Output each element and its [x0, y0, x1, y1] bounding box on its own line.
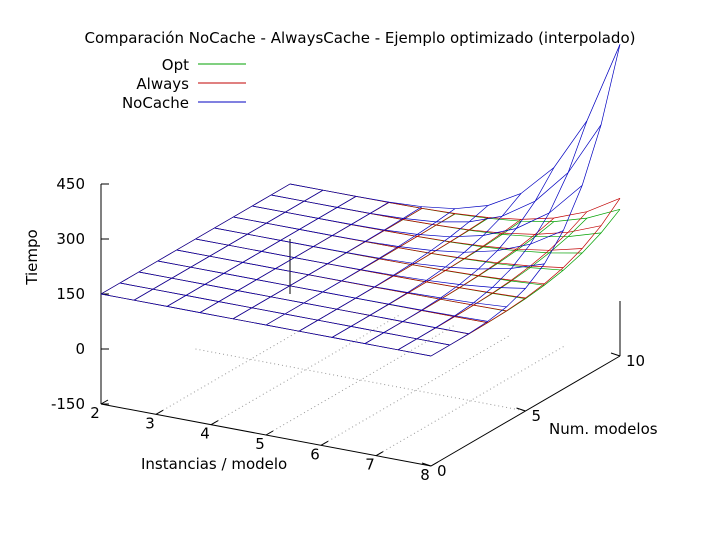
y-tick-mark	[421, 462, 432, 467]
legend-label-opt: Opt	[162, 56, 189, 74]
surface-mesh-line	[100, 183, 291, 295]
y-tick-mark	[610, 352, 621, 357]
x-tick-label: 6	[310, 445, 320, 463]
grid-line-x	[320, 334, 511, 446]
surface-mesh-line	[430, 44, 621, 357]
surface-mesh-line	[364, 167, 555, 344]
grid-line-x	[210, 314, 401, 426]
legend-label-nocache: NoCache	[122, 94, 189, 112]
grid-line-x	[155, 303, 346, 415]
surface-mesh-line	[199, 201, 390, 313]
legend-label-always: Always	[136, 75, 189, 93]
grid-line-x	[265, 324, 456, 436]
grid-line-y	[195, 348, 526, 412]
surface-nocache	[100, 44, 621, 357]
surface-mesh-line	[364, 217, 555, 344]
y-axis-label: Num. modelos	[549, 420, 658, 438]
surface-mesh-line	[271, 194, 602, 235]
y-tick-label: 10	[626, 352, 645, 370]
z-tick-label: -150	[51, 395, 85, 413]
surface-mesh-line	[166, 195, 357, 307]
x-tick-mark	[375, 451, 384, 457]
surface-mesh-line	[133, 189, 324, 301]
x-tick-mark	[320, 440, 329, 446]
x-tick-label: 4	[200, 425, 210, 443]
x-tick-mark	[430, 461, 439, 467]
x-tick-label: 7	[365, 456, 375, 474]
surface-mesh-line	[331, 193, 522, 338]
z-tick-label: 300	[56, 230, 85, 248]
y-tick-label: 0	[437, 462, 447, 480]
y-tick-label: 5	[532, 407, 542, 425]
x-tick-mark	[265, 430, 274, 436]
z-tick-label: 450	[56, 175, 85, 193]
x-tick-mark	[100, 399, 109, 405]
z-axis-label: Tiempo	[23, 229, 41, 285]
y-tick-mark	[516, 407, 526, 412]
x-tick-mark	[155, 409, 164, 415]
grid-line-x	[375, 345, 566, 457]
surface-mesh-line	[289, 183, 621, 222]
surface-mesh-line	[195, 238, 526, 289]
surface-mesh-line	[232, 206, 423, 320]
surface-mesh-line	[265, 208, 456, 326]
surface-mesh-line	[271, 194, 602, 238]
base-grid	[155, 303, 566, 457]
x-tick-label: 2	[90, 404, 100, 422]
x-axis-label: Instancias / modelo	[141, 455, 287, 473]
x-tick-mark	[210, 420, 219, 426]
surface-mesh-line	[289, 44, 621, 210]
surface-mesh-line	[298, 205, 489, 332]
surface-mesh-line	[195, 238, 526, 299]
chart-title: Comparación NoCache - AlwaysCache - Ejem…	[85, 29, 636, 47]
surface-mesh-line	[157, 260, 488, 322]
z-tick-label: 0	[75, 340, 85, 358]
x-tick-label: 3	[145, 414, 155, 432]
surfaces	[100, 44, 621, 357]
x-tick-label: 8	[420, 466, 430, 484]
surface-mesh-line	[397, 120, 588, 351]
legend: Opt Always NoCache	[122, 56, 246, 112]
surface-mesh-line	[298, 218, 489, 332]
surface-mesh-line	[214, 227, 545, 286]
surface-mesh-line	[176, 249, 507, 308]
z-tick-label: 150	[56, 285, 85, 303]
x-tick-label: 5	[255, 435, 265, 453]
